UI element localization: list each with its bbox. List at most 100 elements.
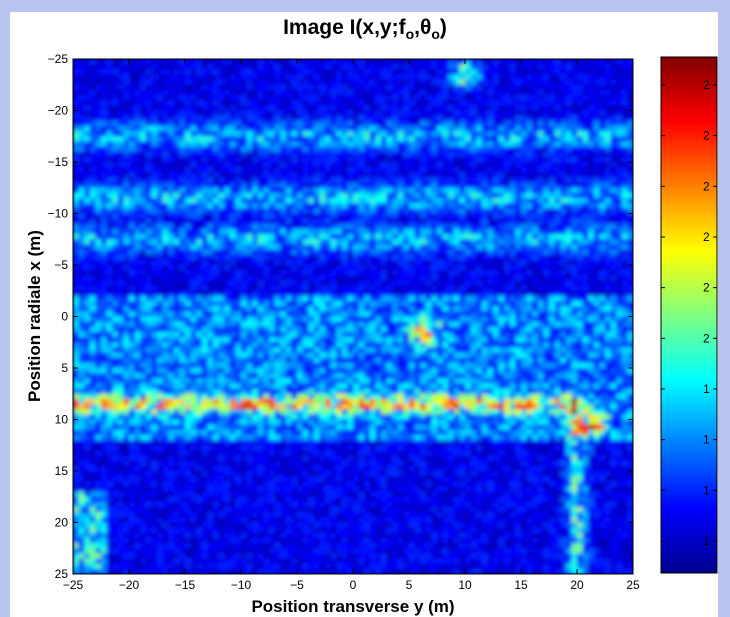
heatmap-cell xyxy=(330,275,338,282)
heatmap-cell xyxy=(89,59,97,66)
heatmap-cell xyxy=(560,151,567,158)
heatmap-cell xyxy=(565,265,573,272)
heatmap-cell xyxy=(549,223,556,230)
heatmap-cell xyxy=(330,280,338,287)
heatmap-cell xyxy=(375,74,382,81)
heatmap-cell xyxy=(201,125,209,132)
heatmap-cell xyxy=(274,254,282,261)
heatmap-cell xyxy=(369,213,377,220)
heatmap-cell xyxy=(353,213,360,220)
heatmap-cell xyxy=(515,203,522,210)
heatmap-cell xyxy=(145,208,153,215)
heatmap-cell xyxy=(252,131,259,138)
heatmap-cell xyxy=(532,131,539,138)
heatmap-cell xyxy=(117,74,125,81)
heatmap-cell xyxy=(627,213,633,220)
heatmap-cell xyxy=(588,162,595,169)
heatmap-cell xyxy=(302,167,310,174)
heatmap-cell xyxy=(549,198,556,205)
heatmap-cell xyxy=(453,131,461,138)
heatmap-cell xyxy=(353,244,360,251)
heatmap-cell xyxy=(593,306,601,313)
heatmap-cell xyxy=(162,172,170,179)
heatmap-cell xyxy=(168,105,175,112)
heatmap-cell xyxy=(358,301,366,308)
heatmap-cell xyxy=(185,198,192,205)
heatmap-cell xyxy=(554,74,562,81)
heatmap-cell xyxy=(123,151,130,158)
heatmap-cell xyxy=(112,228,119,235)
heatmap-cell xyxy=(487,213,494,220)
heatmap-cell xyxy=(106,84,114,91)
heatmap-cell xyxy=(101,69,108,76)
heatmap-cell xyxy=(325,162,332,169)
heatmap-cell xyxy=(565,131,573,138)
heatmap-cell xyxy=(353,74,360,81)
heatmap-cell xyxy=(610,192,618,199)
heatmap-cell xyxy=(616,146,623,153)
heatmap-cell xyxy=(274,69,282,76)
heatmap-cell xyxy=(381,311,388,318)
heatmap-cell xyxy=(117,95,125,102)
heatmap-cell xyxy=(437,141,444,148)
heatmap-cell xyxy=(246,301,254,308)
heatmap-cell xyxy=(112,120,119,127)
heatmap-cell xyxy=(537,187,545,194)
heatmap-cell xyxy=(89,275,97,282)
heatmap-cell xyxy=(537,265,545,272)
heatmap-cell xyxy=(101,187,108,194)
heatmap-cell xyxy=(347,84,354,91)
heatmap-cell xyxy=(313,131,321,138)
heatmap-cell xyxy=(140,151,147,158)
heatmap-cell xyxy=(392,125,399,132)
heatmap-cell xyxy=(577,270,584,277)
heatmap-cell xyxy=(425,280,433,287)
heatmap-cell xyxy=(117,285,125,292)
heatmap-cell xyxy=(392,295,399,302)
heatmap-cell xyxy=(521,192,528,199)
heatmap-cell xyxy=(515,89,522,96)
heatmap-cell xyxy=(565,223,573,230)
heatmap-cell xyxy=(470,223,478,230)
heatmap-cell xyxy=(543,95,550,102)
heatmap-cell xyxy=(599,105,606,112)
heatmap-cell xyxy=(588,270,595,277)
heatmap-cell xyxy=(386,192,394,199)
heatmap-cell xyxy=(577,306,584,313)
heatmap-cell xyxy=(246,115,254,122)
heatmap-cell xyxy=(308,105,315,112)
heatmap-cell xyxy=(437,213,444,220)
heatmap-cell xyxy=(414,244,422,251)
heatmap-cell xyxy=(185,208,192,215)
heatmap-cell xyxy=(78,203,86,210)
heatmap-cell xyxy=(369,84,377,91)
heatmap-cell xyxy=(537,136,545,143)
heatmap-cell xyxy=(151,64,158,71)
heatmap-cell xyxy=(123,203,130,210)
heatmap-cell xyxy=(235,280,242,287)
heatmap-cell xyxy=(218,177,226,184)
heatmap-cell xyxy=(89,259,97,266)
heatmap-cell xyxy=(319,136,326,143)
heatmap-cell xyxy=(610,208,618,215)
heatmap-cell xyxy=(207,79,214,86)
heatmap-cell xyxy=(521,187,528,194)
heatmap-cell xyxy=(381,136,388,143)
heatmap-cell xyxy=(112,125,119,132)
heatmap-cell xyxy=(179,167,186,174)
heatmap-cell xyxy=(621,192,629,199)
heatmap-cell xyxy=(403,275,410,282)
heatmap-cell xyxy=(168,187,175,194)
heatmap-cell xyxy=(196,295,203,302)
heatmap-cell xyxy=(297,306,304,313)
heatmap-cell xyxy=(582,84,590,91)
heatmap-cell xyxy=(280,69,287,76)
heatmap-cell xyxy=(157,306,164,313)
heatmap-cell xyxy=(325,213,332,220)
heatmap-cell xyxy=(593,100,601,107)
heatmap-cell xyxy=(403,125,410,132)
heatmap-cell xyxy=(515,187,522,194)
heatmap-cell xyxy=(73,162,80,169)
heatmap-cell xyxy=(157,115,164,122)
heatmap-cell xyxy=(414,213,422,220)
